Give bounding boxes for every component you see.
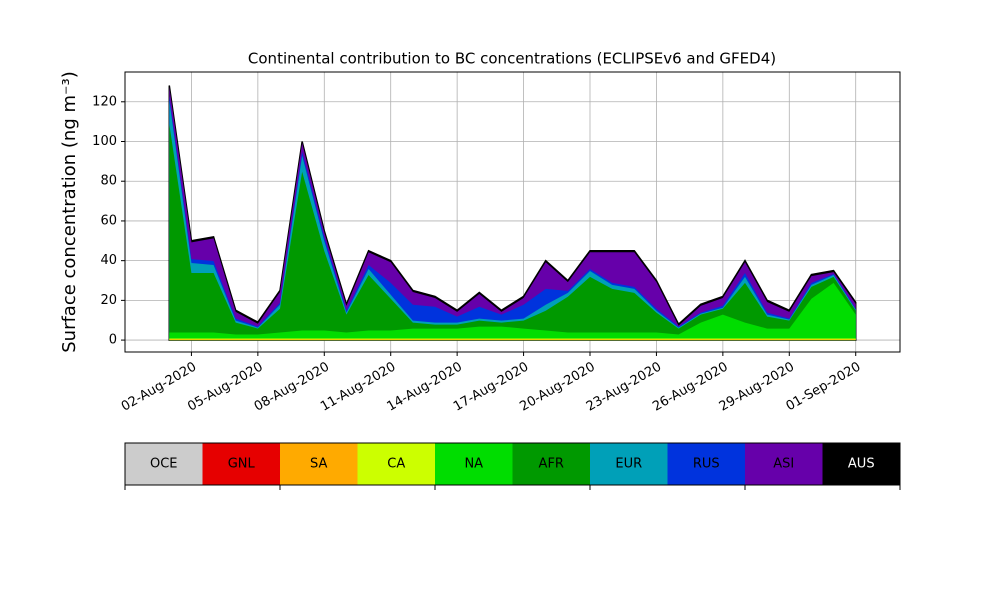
x-tick-label: 29-Aug-2020 bbox=[717, 360, 797, 415]
legend-label: SA bbox=[310, 457, 327, 472]
y-tick-label: 100 bbox=[92, 134, 117, 149]
legend-label: GNL bbox=[228, 457, 256, 472]
legend-label: EUR bbox=[615, 457, 642, 472]
area bbox=[169, 282, 856, 341]
legend-frame bbox=[124, 442, 901, 486]
y-tick-label: 120 bbox=[92, 94, 117, 109]
legend-label: CA bbox=[387, 457, 405, 472]
legend-label: ASI bbox=[773, 457, 794, 472]
area bbox=[169, 339, 856, 341]
plot-frame bbox=[124, 71, 901, 353]
legend-swatch bbox=[590, 443, 668, 485]
legend-swatch bbox=[822, 443, 900, 485]
legend-label: AFR bbox=[539, 457, 564, 472]
legend-swatch bbox=[280, 443, 358, 485]
y-tick-label: 60 bbox=[100, 213, 117, 228]
legend-swatch bbox=[202, 443, 280, 485]
legend-swatch bbox=[435, 443, 513, 485]
legend-label: OCE bbox=[150, 457, 178, 472]
chart-title: Continental contribution to BC concentra… bbox=[248, 50, 776, 68]
x-tick-label: 01-Sep-2020 bbox=[784, 360, 864, 415]
legend-swatch bbox=[745, 443, 823, 485]
y-axis-label: Surface concentration (ng m⁻³) bbox=[59, 71, 80, 353]
y-tick-label: 0 bbox=[109, 333, 117, 348]
legend-swatch bbox=[667, 443, 745, 485]
y-tick-label: 40 bbox=[100, 253, 117, 268]
legend-swatch bbox=[357, 443, 435, 485]
legend-label: RUS bbox=[693, 457, 720, 472]
legend-swatch bbox=[512, 443, 590, 485]
legend-label: NA bbox=[464, 457, 483, 472]
legend-swatch bbox=[125, 443, 203, 485]
y-tick-label: 20 bbox=[100, 293, 117, 308]
legend-label: AUS bbox=[848, 457, 875, 472]
area bbox=[169, 124, 856, 341]
y-tick-label: 80 bbox=[100, 174, 117, 189]
